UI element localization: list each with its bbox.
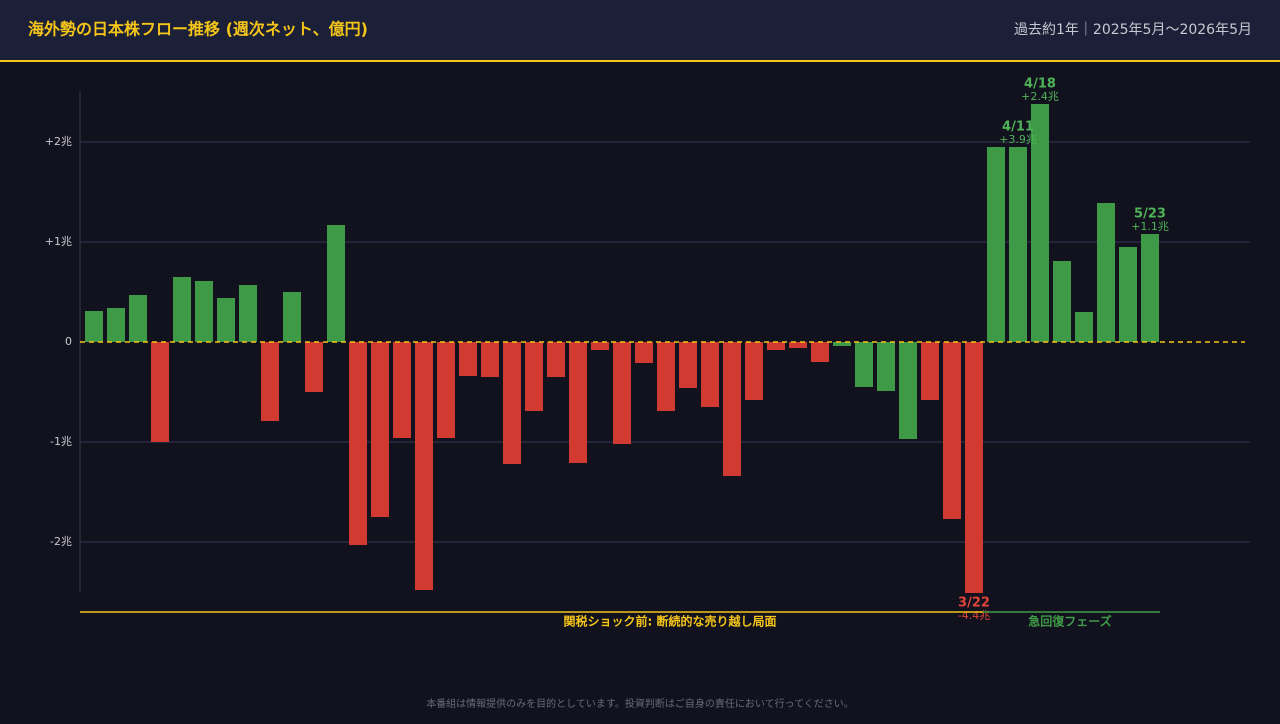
bar (679, 342, 697, 388)
bar (877, 342, 895, 391)
bar (635, 342, 653, 363)
phase-label: 急回復フェーズ (1028, 614, 1111, 629)
bar (1119, 247, 1137, 342)
date-label: 4/18 (1024, 77, 1056, 92)
bar (943, 342, 961, 519)
bar (151, 342, 169, 442)
chart-title: 海外勢の日本株フロー推移 (週次ネット、億円) (28, 20, 368, 39)
bar (701, 342, 719, 407)
bar (349, 342, 367, 545)
subtitle: 過去約1年｜2025年5月〜2026年5月 (1014, 22, 1252, 38)
phase-label: 関税ショック前: 断続的な売り越し局面 (564, 614, 777, 629)
bar (657, 342, 675, 411)
footer: 本番組は情報提供のみを目的としています。投資判断はご自身の責任において行ってくだ… (426, 697, 854, 710)
bar (899, 342, 917, 439)
bar (195, 281, 213, 342)
bar (173, 277, 191, 342)
bar (371, 342, 389, 517)
bar (1053, 261, 1071, 342)
bar (239, 285, 257, 342)
bar (327, 225, 345, 342)
bar (723, 342, 741, 476)
bar (1031, 104, 1049, 342)
bar (393, 342, 411, 438)
bar (745, 342, 763, 400)
bar (965, 342, 983, 593)
date-label: 5/23 (1134, 207, 1166, 222)
bar (437, 342, 455, 438)
bar (789, 342, 807, 348)
bar (569, 342, 587, 463)
bar (811, 342, 829, 362)
bar (525, 342, 543, 411)
bar (613, 342, 631, 444)
note-label: +3.9兆 (999, 133, 1037, 146)
bar (547, 342, 565, 377)
bar (1009, 147, 1027, 342)
y-tick-label: 0 (65, 335, 72, 348)
bar (921, 342, 939, 400)
bar (217, 298, 235, 342)
date-label: 3/22 (958, 596, 990, 611)
bar (503, 342, 521, 464)
bar (987, 147, 1005, 342)
y-tick-label: -1兆 (50, 435, 72, 448)
header-bar (0, 0, 1280, 60)
bar (1075, 312, 1093, 342)
bar (481, 342, 499, 377)
y-tick-label: -2兆 (50, 535, 72, 548)
bar (833, 342, 851, 346)
bar (459, 342, 477, 376)
bar (129, 295, 147, 342)
note-label: +2.4兆 (1021, 90, 1059, 103)
bar (767, 342, 785, 350)
bar (283, 292, 301, 342)
note-label: -4.4兆 (958, 609, 990, 622)
bar (855, 342, 873, 387)
bar (591, 342, 609, 350)
bar (107, 308, 125, 342)
date-label: 4/11 (1002, 120, 1034, 135)
bar (85, 311, 103, 342)
note-label: +1.1兆 (1131, 220, 1169, 233)
y-tick-label: +1兆 (45, 235, 72, 248)
bar (415, 342, 433, 590)
bar (1141, 234, 1159, 342)
bar (1097, 203, 1115, 342)
bar (305, 342, 323, 392)
bar (261, 342, 279, 421)
y-tick-label: +2兆 (45, 135, 72, 148)
